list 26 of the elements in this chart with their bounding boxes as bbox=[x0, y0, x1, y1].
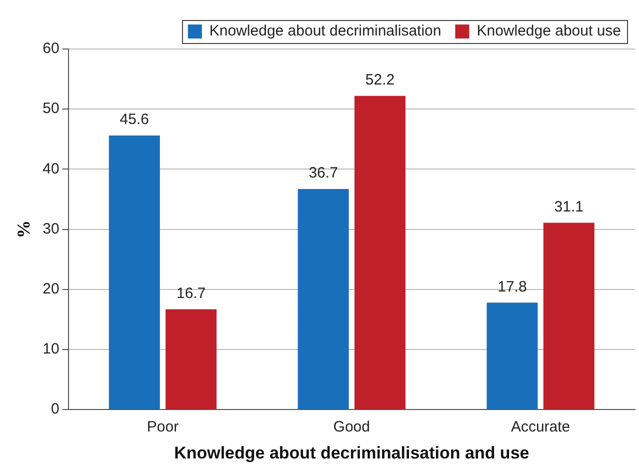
data-label: 45.6 bbox=[120, 111, 150, 128]
y-tick-label: 20 bbox=[42, 280, 60, 298]
data-label: 16.7 bbox=[176, 284, 206, 302]
data-label: 17.8 bbox=[498, 278, 527, 296]
x-axis-title: Knowledge about decriminalisation and use bbox=[174, 443, 530, 462]
legend-label: Knowledge about decriminalisation bbox=[209, 22, 442, 40]
y-axis-title: % bbox=[13, 220, 34, 238]
x-tick-label: Accurate bbox=[510, 418, 570, 436]
y-tick-label: 40 bbox=[42, 160, 60, 178]
data-label: 36.7 bbox=[308, 164, 338, 182]
y-tick-label: 30 bbox=[42, 220, 60, 238]
bar bbox=[298, 189, 349, 410]
legend-label: Knowledge about use bbox=[476, 22, 621, 40]
bar bbox=[354, 96, 406, 410]
x-tick-label: Poor bbox=[146, 418, 179, 436]
y-tick-label: 50 bbox=[42, 100, 60, 118]
x-tick-label: Good bbox=[333, 418, 370, 436]
bar bbox=[486, 302, 538, 410]
y-tick-label: 0 bbox=[50, 400, 60, 418]
bar bbox=[108, 136, 160, 410]
y-tick-label: 10 bbox=[42, 340, 60, 358]
bar bbox=[166, 309, 217, 410]
y-tick-label: 60 bbox=[42, 40, 60, 58]
data-label: 52.2 bbox=[365, 72, 395, 89]
bar bbox=[543, 222, 594, 410]
data-label: 31.1 bbox=[554, 198, 584, 216]
